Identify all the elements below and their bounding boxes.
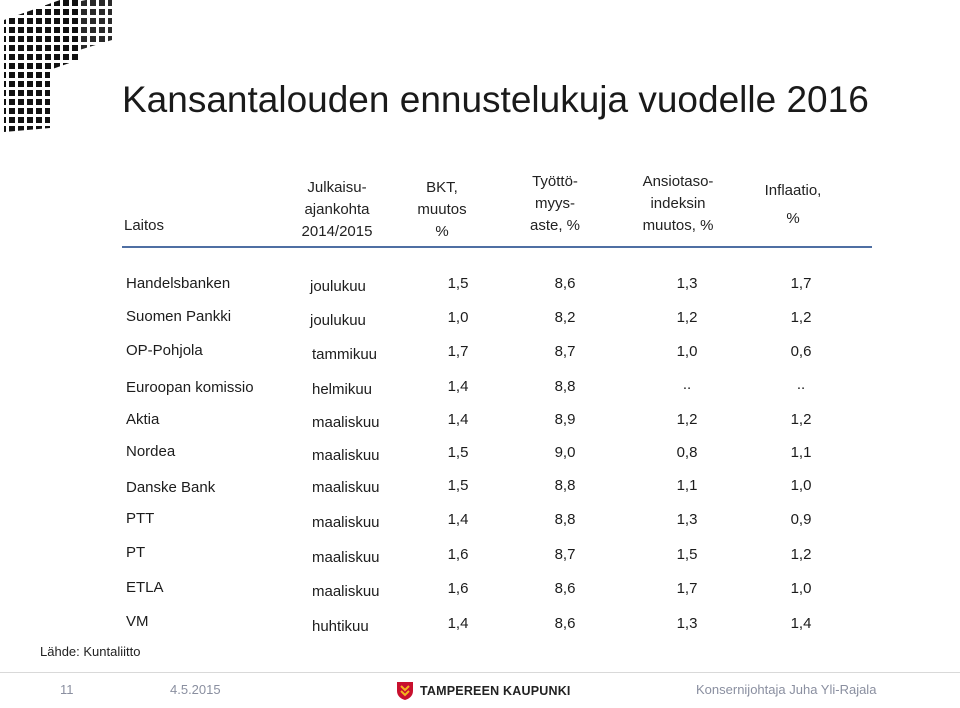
header-tyottomyys: Työttö- myys- aste, % <box>529 173 581 234</box>
brick-pattern-logo-icon <box>4 0 112 132</box>
row-tyottomyys: 8,2 <box>554 309 576 326</box>
row-inflaatio: 1,0 <box>790 477 812 494</box>
row-inflaatio: 1,7 <box>790 275 812 292</box>
row-bkt: 1,5 <box>447 444 469 461</box>
row-bkt: 1,4 <box>447 615 469 632</box>
row-tyottomyys: 8,6 <box>554 615 576 632</box>
row-laitos: Suomen Pankki <box>126 308 232 325</box>
row-ansiotaso: 1,1 <box>676 477 698 494</box>
row-bkt: 1,6 <box>447 580 469 597</box>
row-inflaatio: 1,2 <box>790 546 812 563</box>
row-tyottomyys: 8,9 <box>554 411 576 428</box>
row-bkt: 1,4 <box>447 378 469 395</box>
row-laitos: PT <box>126 544 146 561</box>
row-inflaatio: .. <box>796 376 806 393</box>
row-ansiotaso: 1,2 <box>676 309 698 326</box>
row-ajankohta: maaliskuu <box>312 583 380 600</box>
row-ansiotaso: 1,2 <box>676 411 698 428</box>
row-bkt: 1,5 <box>447 275 469 292</box>
header-ansiotaso: Ansiotaso- indeksin muutos, % <box>642 173 714 234</box>
footer-author: Konsernijohtaja Juha Yli-Rajala <box>696 682 877 697</box>
row-ansiotaso: 1,3 <box>676 615 698 632</box>
row-ansiotaso: 1,3 <box>676 275 698 292</box>
brand-logo: TAMPEREEN KAUPUNKI <box>396 680 586 702</box>
row-ajankohta: joulukuu <box>310 278 366 295</box>
row-laitos: Danske Bank <box>126 479 216 496</box>
row-bkt: 1,4 <box>447 511 469 528</box>
row-ajankohta: maaliskuu <box>312 479 380 496</box>
row-bkt: 1,4 <box>447 411 469 428</box>
row-ajankohta: maaliskuu <box>312 514 380 531</box>
row-tyottomyys: 8,7 <box>554 343 576 360</box>
row-laitos: PTT <box>126 510 155 527</box>
row-laitos: Handelsbanken <box>126 275 231 292</box>
row-ajankohta: helmikuu <box>312 381 373 398</box>
footer-date: 4.5.2015 <box>170 682 221 697</box>
row-laitos: ETLA <box>126 579 164 596</box>
row-ajankohta: joulukuu <box>310 312 366 329</box>
header-inflaatio: Inflaatio, % <box>764 182 822 227</box>
row-bkt: 1,6 <box>447 546 469 563</box>
row-tyottomyys: 8,8 <box>554 477 576 494</box>
row-ajankohta: tammikuu <box>312 346 378 363</box>
header-divider <box>122 246 872 248</box>
footer-divider <box>0 672 960 673</box>
row-bkt: 1,5 <box>447 477 469 494</box>
row-ajankohta: maaliskuu <box>312 447 380 464</box>
row-ansiotaso: 1,5 <box>676 546 698 563</box>
header-bkt: BKT, muutos % <box>417 179 467 240</box>
row-inflaatio: 1,2 <box>790 309 812 326</box>
page-title: Kansantalouden ennustelukuja vuodelle 20… <box>122 79 869 120</box>
row-laitos: Aktia <box>126 411 160 428</box>
header-laitos: Laitos <box>124 217 165 234</box>
row-ansiotaso: .. <box>682 376 692 393</box>
row-ansiotaso: 0,8 <box>676 444 698 461</box>
page-number: 11 <box>60 682 74 697</box>
row-ajankohta: huhtikuu <box>312 618 369 635</box>
row-laitos: OP-Pohjola <box>126 342 203 359</box>
row-ansiotaso: 1,3 <box>676 511 698 528</box>
header-julkaisu: Julkaisu- ajankohta 2014/2015 <box>301 179 373 240</box>
row-tyottomyys: 8,8 <box>554 511 576 528</box>
row-laitos: Nordea <box>126 443 176 460</box>
row-inflaatio: 1,2 <box>790 411 812 428</box>
row-ansiotaso: 1,0 <box>676 343 698 360</box>
row-ajankohta: maaliskuu <box>312 549 380 566</box>
row-inflaatio: 1,1 <box>790 444 812 461</box>
row-ansiotaso: 1,7 <box>676 580 698 597</box>
row-tyottomyys: 8,6 <box>554 580 576 597</box>
row-inflaatio: 0,9 <box>790 511 812 528</box>
row-laitos: Euroopan komissio <box>126 379 254 396</box>
row-inflaatio: 0,6 <box>790 343 812 360</box>
row-laitos: VM <box>126 613 149 630</box>
row-tyottomyys: 8,8 <box>554 378 576 395</box>
row-tyottomyys: 8,6 <box>554 275 576 292</box>
row-bkt: 1,7 <box>447 343 469 360</box>
row-bkt: 1,0 <box>447 309 469 326</box>
brand-name: TAMPEREEN KAUPUNKI <box>420 684 571 698</box>
row-inflaatio: 1,4 <box>790 615 812 632</box>
source-note: Lähde: Kuntaliitto <box>40 644 141 659</box>
row-inflaatio: 1,0 <box>790 580 812 597</box>
row-tyottomyys: 9,0 <box>554 444 576 461</box>
row-ajankohta: maaliskuu <box>312 414 380 431</box>
row-tyottomyys: 8,7 <box>554 546 576 563</box>
tampere-coat-of-arms-icon <box>397 682 413 700</box>
